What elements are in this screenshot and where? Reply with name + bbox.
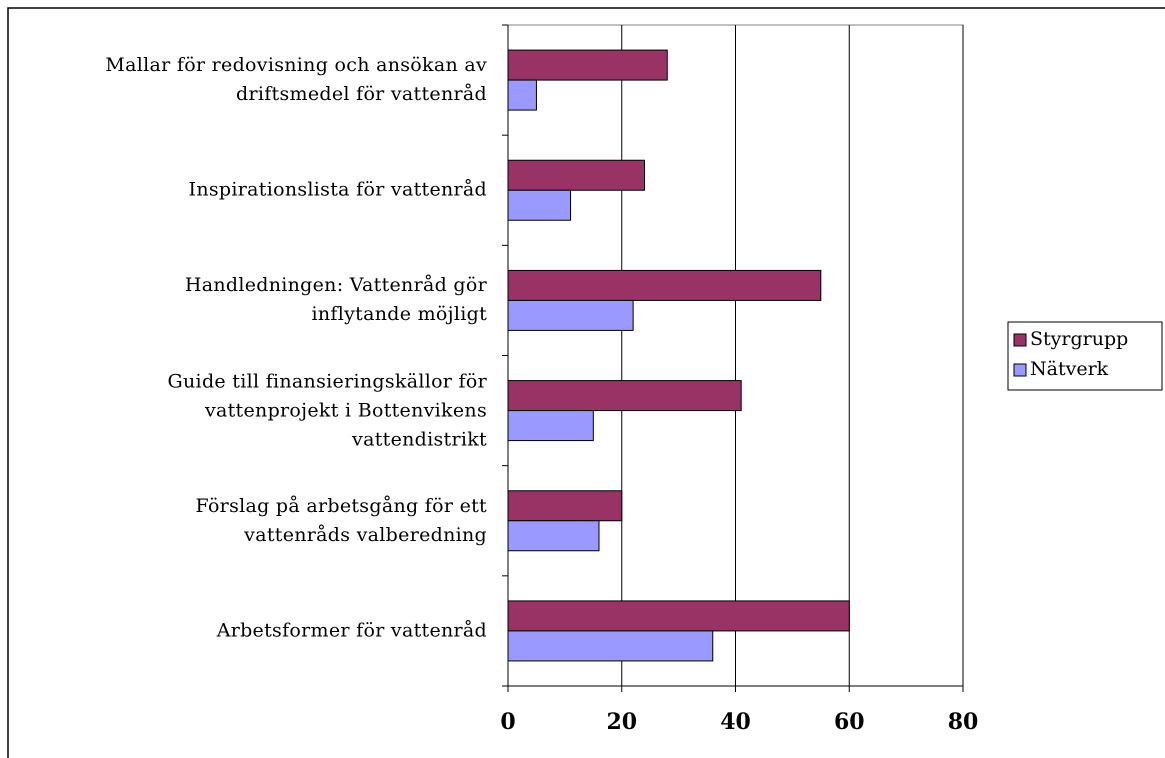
bar xyxy=(507,380,742,412)
y-tick-label: Mallar för redovisning och ansökan av dr… xyxy=(105,54,487,106)
y-tick-label: Guide till finansieringskällor för vatte… xyxy=(167,370,487,451)
bar xyxy=(507,49,668,81)
x-tick-label: 20 xyxy=(606,709,637,735)
x-tick-label: 60 xyxy=(834,709,865,735)
legend-label: Nätverk xyxy=(1030,358,1109,380)
legend-box xyxy=(1007,321,1163,391)
bar xyxy=(507,299,634,331)
chart-frame xyxy=(7,7,1165,758)
y-tick-label: Handledningen: Vattenråd gör inflytande … xyxy=(184,274,487,326)
bar xyxy=(507,520,600,552)
bar xyxy=(507,269,822,301)
x-tick-label: 80 xyxy=(948,709,979,735)
bar xyxy=(507,410,594,442)
y-tick-label: Arbetsformer för vattenråd xyxy=(216,619,487,642)
legend-swatch xyxy=(1013,333,1027,347)
legend-label: Styrgrupp xyxy=(1030,328,1128,350)
y-tick-label: Inspirationslista för vattenråd xyxy=(188,178,487,201)
x-tick-label: 40 xyxy=(720,709,751,735)
bar xyxy=(507,79,537,111)
bar xyxy=(507,159,645,191)
x-tick-label: 0 xyxy=(500,709,515,735)
legend-swatch xyxy=(1013,363,1027,377)
bar xyxy=(507,630,714,662)
bar xyxy=(507,189,572,221)
bar xyxy=(507,490,623,522)
bar xyxy=(507,600,850,632)
y-tick-label: Förslag på arbetsgång för ett vattenråds… xyxy=(195,494,487,546)
